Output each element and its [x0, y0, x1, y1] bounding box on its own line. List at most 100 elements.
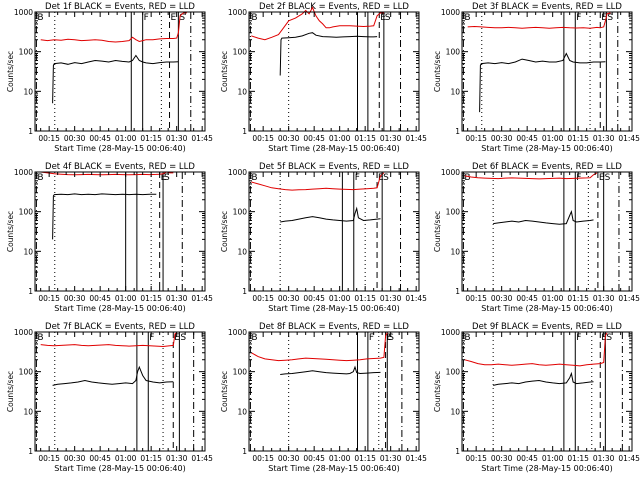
y-tick-label: 100 [446, 368, 461, 377]
x-axis-label: Start Time (28-May-15 00:06:40) [268, 144, 399, 153]
x-tick-label: 01:00 [115, 294, 137, 303]
x-tick-label: 00:15 [465, 134, 487, 143]
event-marker-label: S [164, 173, 170, 183]
y-tick-label: 1000 [14, 168, 33, 177]
x-tick-label: 01:45 [191, 454, 213, 463]
panel-title: Det 3f BLACK = Events, RED = LLD [472, 2, 622, 12]
x-tick-label: 01:45 [405, 454, 427, 463]
plot-frame [461, 171, 633, 292]
event-marker-label: E [174, 333, 180, 343]
y-tick-label: 1 [28, 127, 33, 136]
x-tick-label: 01:30 [380, 454, 402, 463]
y-tick-label: 10 [23, 87, 33, 96]
y-tick-label: 1 [242, 127, 247, 136]
event-marker-label: B [251, 13, 257, 23]
x-tick-label: 01:30 [380, 134, 402, 143]
x-tick-label: 01:30 [593, 294, 615, 303]
event-marker-label: S [179, 13, 185, 23]
y-tick-label: 100 [19, 48, 34, 57]
panel-title: Det 2f BLACK = Events, RED = LLD [259, 2, 409, 12]
lld-series-line [251, 172, 385, 191]
plot-frame [461, 11, 633, 132]
panel-title: Det 1f BLACK = Events, RED = LLD [45, 2, 195, 12]
x-tick-label: 00:15 [252, 454, 274, 463]
x-tick-label: 01:45 [618, 134, 640, 143]
y-tick-label: 100 [19, 368, 34, 377]
events-series-line [279, 32, 378, 76]
x-tick-label: 01:30 [166, 134, 188, 143]
x-tick-label: 00:30 [64, 454, 86, 463]
event-marker-label: F [144, 13, 149, 23]
x-axis-label: Start Time (28-May-15 00:06:40) [54, 464, 185, 473]
x-tick-label: 01:45 [405, 294, 427, 303]
x-tick-label: 01:30 [166, 454, 188, 463]
x-tick-label: 01:30 [593, 454, 615, 463]
x-axis-label: Start Time (28-May-15 00:06:40) [268, 304, 399, 313]
x-tick-label: 00:45 [303, 294, 325, 303]
event-marker-label: E [171, 13, 177, 23]
x-tick-label: 01:15 [567, 294, 589, 303]
x-tick-label: 01:45 [405, 134, 427, 143]
event-marker-label: S [383, 173, 389, 183]
event-marker-label: S [388, 333, 394, 343]
y-tick-label: 10 [237, 87, 247, 96]
x-tick-label: 01:15 [140, 294, 162, 303]
lld-series-line [40, 12, 187, 43]
y-tick-label: 10 [237, 247, 247, 256]
y-tick-label: 10 [23, 407, 33, 416]
event-marker-label: B [464, 173, 470, 183]
x-tick-label: 01:15 [140, 454, 162, 463]
plot-frame [248, 331, 420, 452]
y-tick-label: 1000 [228, 328, 247, 337]
x-tick-label: 00:15 [38, 134, 60, 143]
x-tick-label: 00:45 [516, 294, 538, 303]
y-tick-label: 100 [233, 48, 248, 57]
x-tick-label: 01:15 [354, 454, 376, 463]
event-marker-label: E [378, 173, 384, 183]
plot-frame [34, 171, 206, 292]
y-tick-label: 1000 [14, 8, 33, 17]
x-axis-label: Start Time (28-May-15 00:06:40) [54, 144, 185, 153]
plot-frame [248, 171, 420, 292]
x-tick-label: 00:15 [38, 454, 60, 463]
y-tick-label: 1 [28, 447, 33, 456]
events-series-line [493, 371, 594, 386]
event-marker-label: F [369, 333, 374, 343]
y-tick-label: 1 [242, 447, 247, 456]
y-tick-label: 10 [450, 87, 460, 96]
y-tick-label: 100 [233, 208, 248, 217]
panel-title: Det 6f BLACK = Events, RED = LLD [472, 162, 622, 172]
y-tick-label: 1000 [441, 8, 460, 17]
x-tick-label: 00:30 [491, 294, 513, 303]
x-tick-label: 00:45 [516, 454, 538, 463]
event-marker-label: E [380, 13, 386, 23]
event-marker-label: B [464, 13, 470, 23]
x-tick-label: 00:30 [64, 134, 86, 143]
x-tick-label: 01:15 [140, 134, 162, 143]
x-tick-label: 00:45 [516, 134, 538, 143]
x-tick-label: 01:00 [115, 134, 137, 143]
events-series-line [280, 365, 381, 375]
y-axis-label: Counts/sec [220, 371, 229, 412]
x-tick-label: 00:45 [303, 454, 325, 463]
lld-series-line [40, 171, 174, 176]
x-tick-label: 01:15 [567, 454, 589, 463]
y-tick-label: 100 [446, 208, 461, 217]
event-marker-label: E [161, 173, 167, 183]
panel-title: Det 8f BLACK = Events, RED = LLD [259, 322, 409, 332]
event-marker-label: B [37, 333, 43, 343]
event-marker-label: B [464, 333, 470, 343]
y-tick-label: 100 [446, 48, 461, 57]
event-marker-label: F [576, 13, 581, 23]
events-series-line [479, 52, 606, 113]
y-axis-label: Counts/sec [433, 51, 442, 92]
x-tick-label: 01:45 [618, 294, 640, 303]
event-marker-label: S [385, 13, 391, 23]
y-tick-label: 10 [450, 247, 460, 256]
